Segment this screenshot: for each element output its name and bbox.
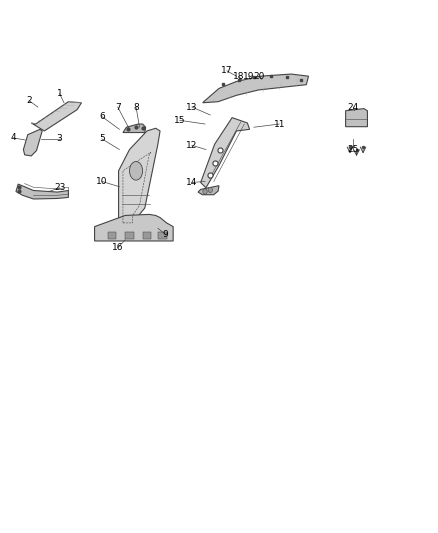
Bar (125, 232, 134, 239)
Text: 1: 1 (57, 89, 63, 98)
Text: 15: 15 (174, 116, 185, 125)
Text: 2: 2 (26, 96, 32, 105)
Text: 8: 8 (133, 102, 139, 111)
Text: 18: 18 (233, 71, 244, 80)
Text: 25: 25 (348, 145, 359, 154)
Text: 9: 9 (163, 230, 169, 239)
Polygon shape (346, 109, 367, 127)
Text: 12: 12 (186, 141, 198, 150)
Text: 11: 11 (273, 119, 285, 128)
Circle shape (203, 189, 207, 194)
Text: 4: 4 (10, 133, 16, 142)
Text: 13: 13 (186, 102, 198, 111)
Polygon shape (16, 184, 68, 199)
Text: 16: 16 (112, 244, 124, 253)
Text: 20: 20 (254, 71, 265, 80)
Text: 5: 5 (99, 134, 105, 143)
Bar (158, 232, 166, 239)
Polygon shape (23, 130, 42, 156)
Polygon shape (203, 74, 308, 103)
Polygon shape (123, 124, 146, 133)
Text: 7: 7 (115, 102, 120, 111)
Text: 24: 24 (348, 102, 359, 111)
Circle shape (208, 187, 212, 192)
Ellipse shape (130, 161, 143, 180)
Bar (143, 232, 151, 239)
Polygon shape (95, 214, 173, 241)
Polygon shape (198, 185, 219, 195)
Polygon shape (119, 128, 160, 227)
Text: 19: 19 (243, 71, 254, 80)
Polygon shape (201, 118, 250, 188)
Polygon shape (31, 102, 81, 131)
Text: 6: 6 (99, 112, 105, 121)
Text: 17: 17 (221, 67, 233, 75)
Bar (108, 232, 117, 239)
Text: 10: 10 (96, 177, 108, 186)
Text: 14: 14 (186, 178, 198, 187)
Text: 23: 23 (54, 183, 65, 192)
Text: 3: 3 (57, 134, 63, 143)
